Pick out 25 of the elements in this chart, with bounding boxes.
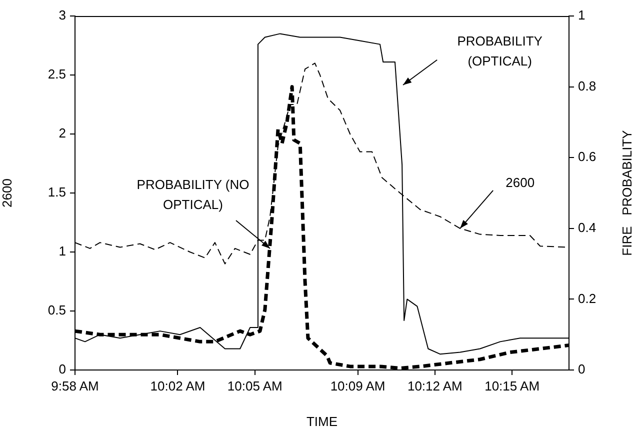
y2-tick-label: 1 <box>578 8 586 23</box>
y2-tick-label: 0.6 <box>578 149 596 164</box>
x-tick-label: 10:15 AM <box>484 378 540 394</box>
y2-tick-label: 0.8 <box>578 78 596 94</box>
y-tick-label: 2 <box>58 126 66 141</box>
x-tick-label: 9:58 AM <box>51 378 99 394</box>
annotation: PROBABILITY (NO OPTICAL) <box>136 177 250 212</box>
annotation: 2600 <box>506 174 535 190</box>
y2-tick-label: 0.4 <box>578 220 596 235</box>
annotation: PROBABILITY (OPTICAL) <box>457 34 543 69</box>
y-tick-label: 3 <box>58 8 66 23</box>
x-tick-label: 10:09 AM <box>330 378 386 394</box>
y2-tick-label: 0.2 <box>578 290 596 306</box>
y-axis-title: 2600 <box>0 178 14 208</box>
y-tick-label: 2.5 <box>48 66 66 82</box>
y-tick-label: 0.5 <box>48 302 66 318</box>
x-tick-label: 10:02 AM <box>150 378 206 394</box>
y-tick-label: 1 <box>58 244 66 259</box>
x-axis-title: TIME <box>306 414 338 429</box>
x-tick-label: 10:05 AM <box>227 378 282 394</box>
x-tick-label: 10:12 AM <box>407 378 462 394</box>
y2-axis-title: FIRE PROBABILITY <box>620 130 635 256</box>
y-tick-label: 1.5 <box>48 184 66 200</box>
y2-tick-label: 0 <box>578 362 586 377</box>
y-tick-label: 0 <box>58 362 66 377</box>
